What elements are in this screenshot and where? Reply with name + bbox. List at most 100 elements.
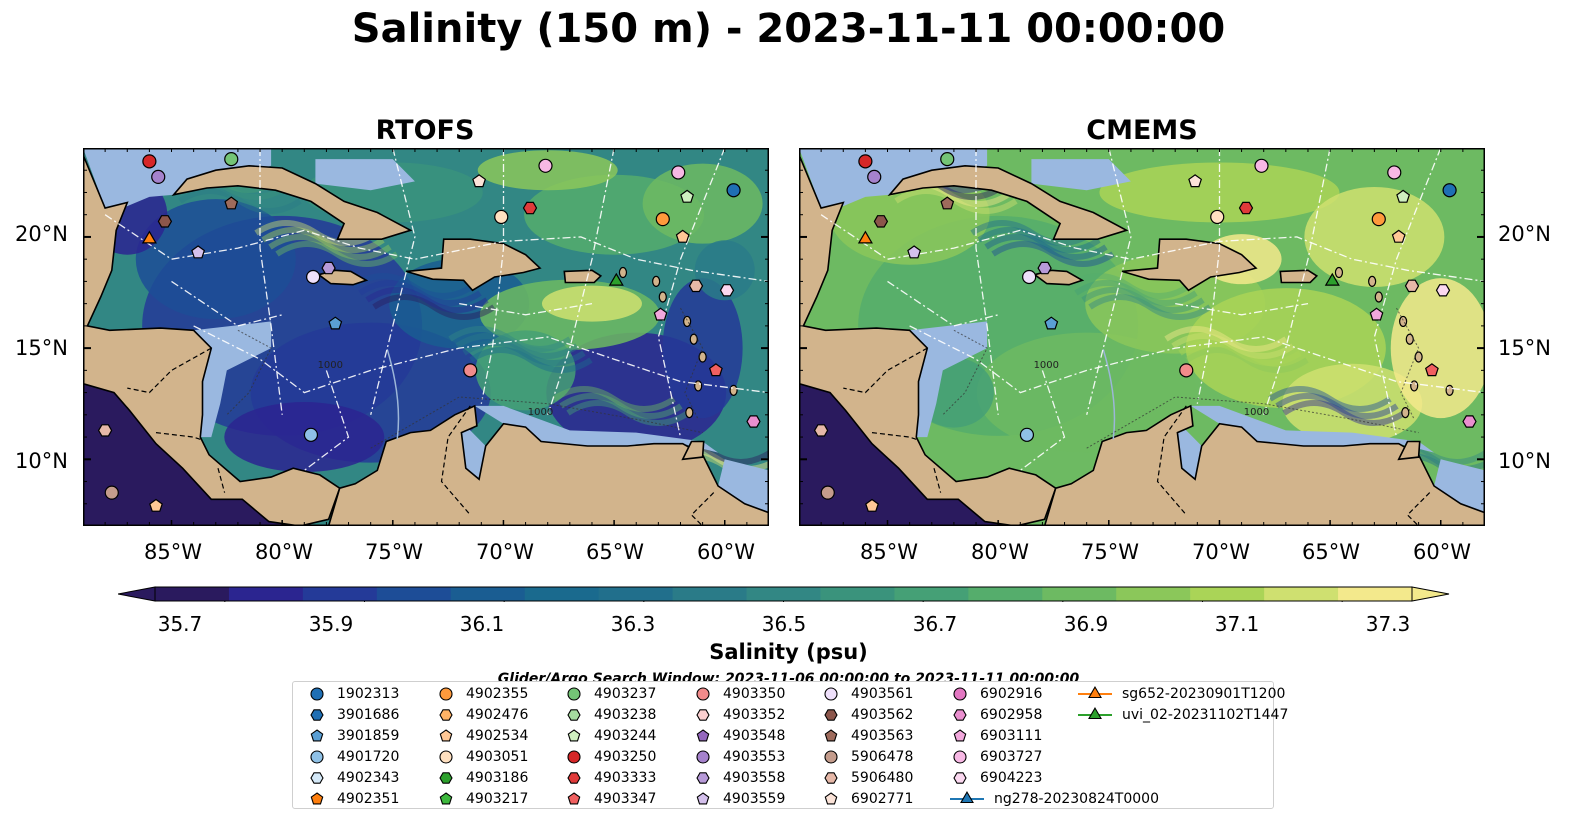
legend-label: 4903237 [594, 685, 657, 702]
float-marker-4903347 [1424, 363, 1439, 377]
legend-marker-icon [953, 728, 967, 741]
salinity-field-patch [694, 240, 755, 301]
float-marker-4903333 [522, 201, 538, 215]
lon-tick-label: 65°W [586, 540, 644, 564]
salinity-eddy [254, 220, 378, 246]
colorbar-segment [894, 587, 969, 601]
legend-marker [439, 728, 453, 741]
legend-label: 4902343 [337, 769, 400, 786]
salinity-field-patch [1282, 363, 1423, 444]
legend-label: 4903562 [851, 706, 914, 723]
float-marker-4903561 [306, 269, 321, 285]
salinity-eddy [1268, 386, 1392, 412]
colorbar-tick-label: 36.7 [912, 612, 958, 636]
landmass-cuba [887, 164, 1129, 240]
legend-item: 4903186 [436, 767, 528, 788]
legend-item: 4903559 [693, 788, 785, 809]
legend-label: 4903238 [594, 706, 657, 723]
legend-label: 4903563 [851, 727, 914, 744]
float-marker-4902534 [149, 498, 163, 512]
country-border [1406, 492, 1431, 526]
legend-item: uvi_02-20231102T1447 [1078, 704, 1288, 725]
continental-shelf [315, 159, 415, 191]
float-marker-6902771 [472, 174, 487, 188]
river [1102, 349, 1116, 440]
legend-marker [310, 771, 324, 784]
float-marker-6902958 [746, 415, 761, 428]
cmems-salinity-map[interactable]: 1000 1000 [799, 148, 1485, 526]
lat-tick-label: 20°N [1498, 222, 1551, 246]
legend-marker-icon [567, 771, 581, 784]
continental-shelf [718, 459, 769, 513]
float-marker-5906480 [1404, 279, 1420, 293]
legend-marker [567, 791, 581, 804]
legend-marker-icon [567, 791, 581, 804]
legend-item: 6904223 [950, 767, 1042, 788]
pacific-ocean [799, 383, 1016, 526]
float-marker-4903553 [151, 169, 166, 185]
legend-item: 4903548 [693, 725, 785, 746]
float-marker-4903559 [191, 245, 206, 259]
legend-item: 4903238 [564, 704, 656, 725]
legend-marker [439, 771, 453, 784]
colorbar-tick-label: 36.3 [610, 612, 656, 636]
legend-marker [824, 771, 838, 784]
eez-boundary [1175, 302, 1309, 316]
rtofs-salinity-map[interactable]: 1000 1000 [83, 148, 769, 526]
float-marker-4903559 [907, 245, 922, 259]
float-marker-4903558 [321, 261, 336, 275]
panel-title-cmems: CMEMS [1086, 115, 1198, 146]
legend-marker [824, 749, 838, 764]
float-marker-4903562 [873, 215, 889, 228]
contour-label: 1000 [1034, 360, 1059, 371]
legend-marker-icon [439, 686, 453, 701]
legend-marker [953, 728, 967, 741]
legend-item: 4903352 [693, 704, 785, 725]
float-marker-4903244 [1396, 189, 1411, 203]
colorbar-tick-label: 37.1 [1214, 612, 1260, 636]
salinity-eddy [1081, 287, 1205, 313]
salinity-field-patch [135, 199, 296, 320]
lake-maracaibo [1170, 405, 1202, 480]
float-marker-3901859 [328, 316, 343, 330]
lat-tick-label: 15°N [15, 336, 68, 360]
legend-label: 4902355 [466, 685, 529, 702]
colorbar-segment [820, 587, 895, 601]
small-island [618, 266, 628, 279]
legend-marker [696, 686, 710, 701]
legend: 1902313 3901686 3901859 4901720 4902343 49023… [292, 681, 1288, 809]
country-border [155, 432, 201, 440]
float-marker-4903563 [224, 196, 239, 210]
legend-marker [824, 708, 838, 721]
salinity-eddy [365, 287, 489, 313]
lat-tick-label: 20°N [15, 222, 68, 246]
legend-label: 4903051 [466, 748, 529, 765]
legend-marker [310, 749, 324, 764]
colorbar-segment [376, 587, 452, 601]
legend-marker [953, 771, 967, 784]
legend-item: 4903561 [821, 683, 913, 704]
legend-label: 4902476 [466, 706, 529, 723]
legend-marker-icon [696, 728, 710, 741]
legend-marker-icon [567, 728, 581, 741]
salinity-colorbar [118, 586, 1450, 602]
landmass-hispaniola [405, 238, 542, 292]
legend-item: 6902771 [821, 788, 913, 809]
float-marker-4903244 [680, 189, 695, 203]
float-marker-5906480 [813, 424, 829, 437]
pacific-ocean [83, 383, 300, 526]
legend-item: 4901720 [307, 746, 399, 767]
legend-marker-icon [696, 771, 710, 784]
lon-tick-label: 85°W [860, 540, 918, 564]
legend-marker [310, 686, 324, 701]
salinity-eddy [970, 220, 1094, 246]
lon-tick-label: 65°W [1302, 540, 1360, 564]
float-marker-4901720 [1019, 427, 1035, 442]
eez-boundary [1019, 370, 1066, 471]
legend-marker-icon [310, 686, 324, 701]
float-marker-4903051 [1210, 209, 1225, 225]
small-island [729, 384, 738, 396]
country-border [1156, 405, 1187, 516]
small-island [683, 315, 692, 328]
small-island [1334, 266, 1344, 279]
